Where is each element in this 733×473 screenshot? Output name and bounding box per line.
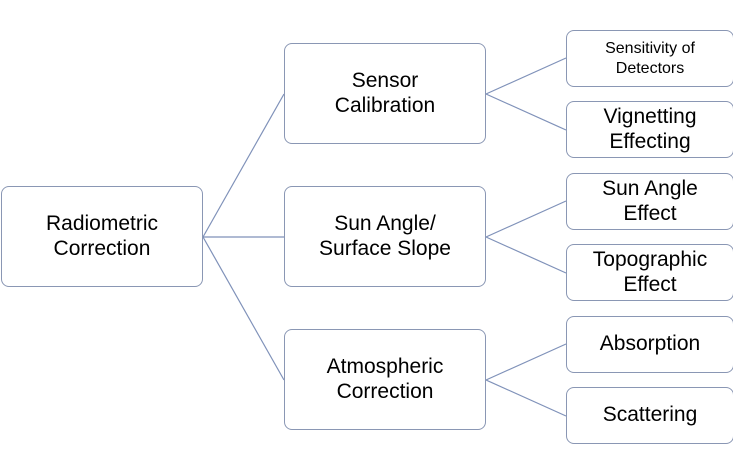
connector-atmospheric-absorption <box>485 343 567 381</box>
node-label: Sensor Calibration <box>334 69 436 117</box>
node-label: Atmospheric Correction <box>326 355 444 403</box>
node-label: Absorption <box>599 332 701 356</box>
node-atmospheric-correction: Atmospheric Correction <box>284 329 486 430</box>
node-label: Topographic Effect <box>592 248 708 296</box>
node-sensitivity-of-detectors: Sensitivity of Detectors <box>566 30 733 87</box>
node-label: Radiometric Correction <box>45 212 159 260</box>
node-label: Sensitivity of Detectors <box>605 40 695 77</box>
node-scattering: Scattering <box>566 387 733 444</box>
connector-sensor-sensitivity <box>485 57 567 95</box>
node-label: Vignetting Effecting <box>603 105 697 153</box>
node-topographic-effect: Topographic Effect <box>566 244 733 301</box>
connector-atmospheric-scattering <box>485 379 567 417</box>
node-label: Sun Angle/ Surface Slope <box>319 212 451 260</box>
node-sensor-calibration: Sensor Calibration <box>284 43 486 144</box>
node-radiometric-correction: Radiometric Correction <box>1 186 203 287</box>
connector-sun-topographic <box>485 236 567 274</box>
node-label: Sun Angle Effect <box>602 177 698 225</box>
connector-root-atmospheric-correction <box>202 236 285 381</box>
node-absorption: Absorption <box>566 316 733 373</box>
connector-root-sensor-calibration <box>202 93 285 238</box>
node-vignetting-effecting: Vignetting Effecting <box>566 101 733 158</box>
connector-sensor-vignetting <box>485 93 567 131</box>
connector-sun-angle-effect <box>485 200 567 238</box>
node-sun-angle-surface-slope: Sun Angle/ Surface Slope <box>284 186 486 287</box>
node-label: Scattering <box>602 403 698 427</box>
node-sun-angle-effect: Sun Angle Effect <box>566 173 733 230</box>
